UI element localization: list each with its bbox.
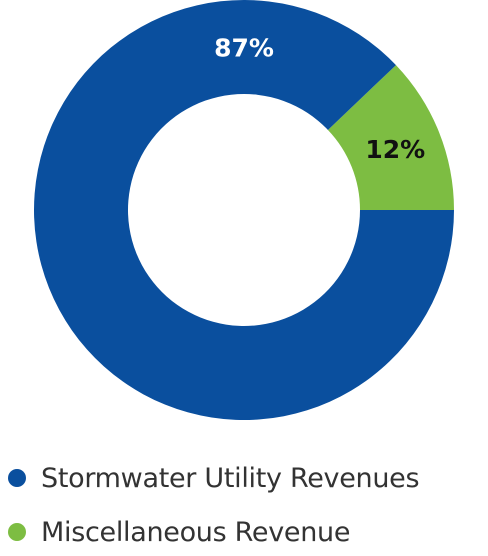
- legend-item-miscellaneous: Miscellaneous Revenue: [8, 512, 350, 552]
- legend-label-miscellaneous: Miscellaneous Revenue: [41, 516, 351, 548]
- donut-chart-svg: 87% 12%: [34, 0, 454, 420]
- legend-swatch-stormwater: [8, 469, 26, 487]
- slice-label-1: 12%: [365, 135, 425, 164]
- slice-label-0: 87%: [214, 34, 274, 63]
- legend-item-stormwater: Stormwater Utility Revenues: [8, 458, 420, 498]
- legend-label-stormwater: Stormwater Utility Revenues: [41, 462, 420, 494]
- donut-chart: 87% 12%: [34, 0, 454, 420]
- donut-slice-0: [34, 0, 454, 420]
- donut-slice-1: [327, 65, 454, 210]
- legend-swatch-miscellaneous: [8, 523, 26, 541]
